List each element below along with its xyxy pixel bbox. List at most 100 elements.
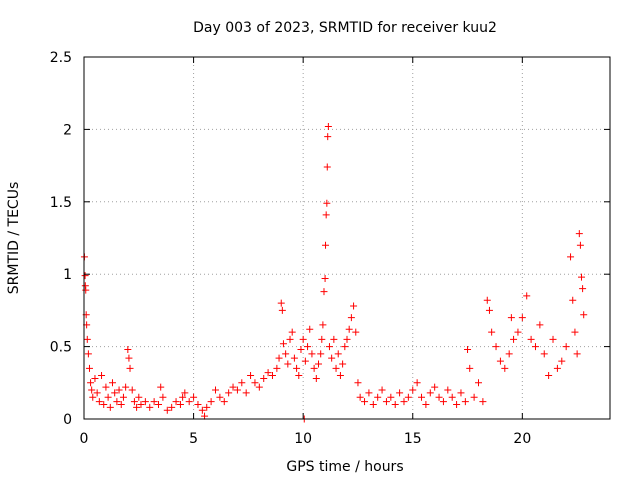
data-point [242,389,250,397]
data-point [479,398,487,406]
data-point [317,350,325,358]
data-point [321,275,329,283]
data-point [299,335,307,343]
ticks [83,56,610,420]
data-point [322,241,330,249]
data-point [301,357,309,365]
data-point [580,311,588,319]
data-point [304,343,312,351]
data-point [579,285,587,293]
data-point [286,335,294,343]
data-point [106,403,114,411]
data-point [523,292,531,300]
data-point [569,296,577,304]
data-point [212,386,219,394]
data-point [82,286,90,294]
data-point [422,401,430,409]
data-point [435,393,443,401]
data-point [308,350,316,358]
y-tick-label: 2.5 [50,50,72,66]
data-point [130,398,138,406]
y-tick-label: 1.5 [50,195,72,211]
data-point [501,364,509,372]
plot-frame [83,56,611,420]
x-axis-label: GPS time / hours [286,459,403,475]
x-tick-label: 15 [404,431,422,447]
data-points [80,123,588,423]
data-point [268,372,276,380]
data-point [279,340,287,348]
data-point [323,199,331,207]
data-point [549,335,557,343]
data-point [117,401,125,409]
data-point [492,343,500,351]
data-point [185,398,193,406]
data-point [108,379,116,387]
data-point [343,335,351,343]
data-point [319,321,327,329]
data-point [84,350,92,358]
y-tick-label: 0.5 [50,340,72,356]
data-point [466,364,474,372]
data-point [453,401,461,409]
data-point [155,401,163,409]
data-point [365,389,373,397]
data-point [273,364,281,372]
data-point [100,401,108,409]
data-point [312,374,320,382]
data-point [322,211,330,219]
data-point [128,386,136,394]
data-point [181,389,189,397]
data-point [413,379,421,387]
data-point [157,383,165,391]
data-point [288,328,296,336]
data-point [323,163,331,171]
data-point [306,325,314,333]
data-point [282,350,290,358]
data-point [115,386,123,394]
data-point [133,403,141,411]
data-point [527,335,535,343]
data-point [496,357,504,365]
data-point [470,393,478,401]
data-point [122,383,130,391]
data-point [124,345,132,353]
data-point [341,343,349,351]
data-point [203,403,211,411]
data-point [113,398,121,406]
data-point [275,354,283,362]
y-axis-label: SRMTID / TECUs [6,182,22,295]
data-point [315,360,323,368]
data-point [81,272,89,280]
data-point [220,398,228,406]
tick-labels: 0 5 10 15 20 0 0.5 1 1.5 2 2.5 [50,50,532,447]
data-point [404,393,412,401]
data-point [356,393,364,401]
data-point [163,406,171,414]
data-point [324,123,332,131]
y-tick-label: 0 [63,412,72,428]
data-point [150,398,158,406]
data-point [93,389,101,397]
data-point [464,345,472,353]
data-point [318,335,326,343]
data-point [111,389,119,397]
data-point [339,360,347,368]
data-point [431,383,439,391]
data-point [540,350,548,358]
data-point [125,354,133,362]
data-point [238,379,246,387]
x-tick-label: 0 [80,431,89,447]
data-point [179,393,187,401]
data-point [426,389,434,397]
data-point [461,398,469,406]
data-point [201,412,209,420]
data-point [102,383,110,391]
chart-title: Day 003 of 2023, SRMTID for receiver kuu… [193,20,497,36]
data-point [83,335,91,343]
data-point [334,350,342,358]
data-point [320,288,328,296]
data-point [514,328,522,336]
